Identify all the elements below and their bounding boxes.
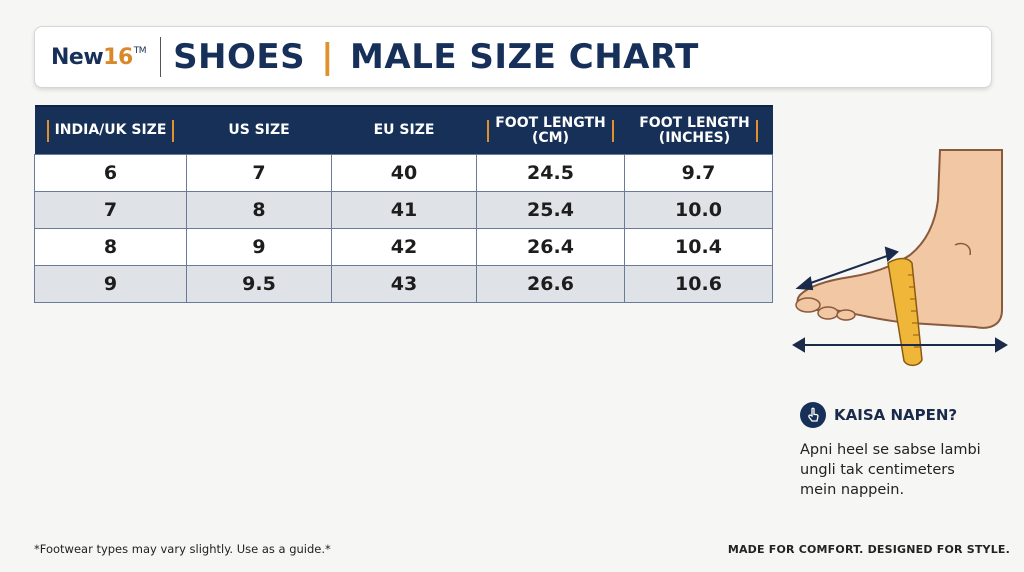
disclaimer-note: *Footwear types may vary slightly. Use a… [34, 542, 331, 556]
table-row: 8 9 42 26.4 10.4 [34, 228, 773, 266]
cell-foot-cm: 25.4 [476, 191, 625, 229]
logo-number: 16 [103, 44, 133, 70]
instep-arrow [795, 246, 899, 291]
cell-foot-cm: 26.6 [476, 265, 625, 303]
header-banner: New 16 TM SHOES | MALE SIZE CHART [34, 26, 992, 88]
cell-eu: 41 [331, 191, 477, 229]
foot-shape [796, 149, 1003, 329]
cell-india-uk: 8 [34, 228, 187, 266]
table-row: 9 9.5 43 26.6 10.6 [34, 265, 773, 303]
table-header-row: INDIA/UK SIZE US SIZE EU SIZE FOOT LENGT… [34, 105, 773, 155]
cell-us: 7 [186, 154, 332, 192]
cell-foot-inches: 10.0 [624, 191, 773, 229]
col-header-foot-cm: FOOT LENGTH (CM) [476, 105, 625, 155]
table-row: 7 8 41 25.4 10.0 [34, 191, 773, 229]
foot-length-arrow [792, 337, 1008, 353]
table-row: 6 7 40 24.5 9.7 [34, 154, 773, 192]
measure-instructions: KAISA NAPEN? Apni heel se sabse lambi un… [800, 402, 1010, 500]
brand-logo: New 16 TM [51, 44, 147, 70]
cell-us: 9.5 [186, 265, 332, 303]
hand-pointer-icon [800, 402, 826, 428]
instructions-heading: KAISA NAPEN? [800, 402, 1010, 428]
cell-foot-cm: 24.5 [476, 154, 625, 192]
logo-word: New [51, 44, 104, 70]
brand-tagline: MADE FOR COMFORT. DESIGNED FOR STYLE. [727, 543, 1010, 556]
cell-eu: 42 [331, 228, 477, 266]
page-title: SHOES | MALE SIZE CHART [173, 37, 699, 77]
cell-us: 9 [186, 228, 332, 266]
logo-trademark: TM [133, 45, 147, 56]
instructions-body: Apni heel se sabse lambi ungli tak centi… [800, 442, 981, 498]
cell-india-uk: 6 [34, 154, 187, 192]
cell-foot-cm: 26.4 [476, 228, 625, 266]
title-category: SHOES [173, 37, 306, 77]
title-separator: | [321, 37, 335, 77]
foot-measuring-tape-illustration [792, 149, 1008, 367]
header-divider [160, 37, 162, 77]
col-header-foot-inches: FOOT LENGTH (INCHES) [624, 105, 773, 155]
col-header-us: US SIZE [186, 105, 332, 155]
col-header-india-uk: INDIA/UK SIZE [34, 105, 187, 155]
col-header-eu: EU SIZE [331, 105, 477, 155]
size-chart-table: INDIA/UK SIZE US SIZE EU SIZE FOOT LENGT… [34, 105, 773, 303]
cell-us: 8 [186, 191, 332, 229]
cell-foot-inches: 10.6 [624, 265, 773, 303]
cell-foot-inches: 10.4 [624, 228, 773, 266]
title-chart-name: MALE SIZE CHART [350, 37, 699, 77]
cell-india-uk: 7 [34, 191, 187, 229]
cell-india-uk: 9 [34, 265, 187, 303]
instructions-title: KAISA NAPEN? [834, 406, 958, 424]
cell-foot-inches: 9.7 [624, 154, 773, 192]
cell-eu: 43 [331, 265, 477, 303]
measuring-tape [887, 257, 923, 367]
cell-eu: 40 [331, 154, 477, 192]
